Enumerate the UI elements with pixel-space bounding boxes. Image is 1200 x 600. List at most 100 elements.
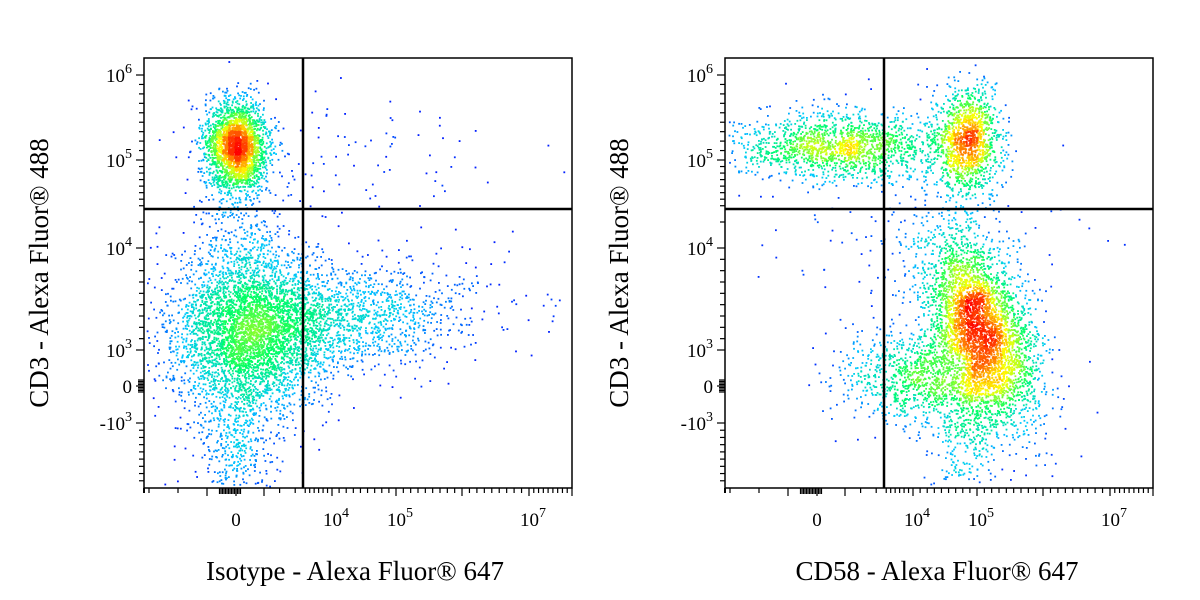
event-dot	[306, 336, 309, 338]
event-dot	[253, 414, 255, 416]
event-dot	[208, 199, 210, 201]
event-dot	[175, 345, 177, 348]
event-dot	[226, 391, 229, 394]
event-dot	[242, 410, 245, 413]
event-dot	[265, 225, 268, 228]
event-dot	[240, 265, 243, 268]
event-dot	[300, 359, 303, 362]
event-dot	[213, 303, 216, 306]
event-dot	[171, 330, 174, 333]
event-dot	[265, 470, 268, 472]
event-dot	[191, 105, 194, 108]
event-dot	[208, 382, 211, 384]
event-dot	[293, 350, 295, 352]
event-dot	[228, 189, 231, 192]
event-dot	[193, 361, 196, 363]
event-dot	[166, 329, 168, 332]
event-dot	[247, 468, 249, 471]
event-dot	[227, 267, 230, 270]
event-dot	[310, 331, 313, 334]
event-dot	[274, 274, 276, 277]
event-dot	[308, 319, 310, 322]
event-dot	[287, 261, 289, 263]
event-dot	[343, 286, 346, 288]
event-dot	[262, 141, 265, 143]
event-dot	[394, 294, 397, 296]
event-dot	[244, 265, 247, 268]
event-dot	[339, 340, 342, 343]
event-dot	[317, 306, 319, 309]
event-dot	[278, 227, 281, 230]
event-dot	[219, 396, 221, 399]
event-dot	[260, 377, 263, 380]
event-dot	[191, 303, 193, 306]
event-dot	[281, 382, 283, 384]
event-dot	[218, 480, 221, 483]
event-dot	[346, 328, 348, 331]
event-dot	[188, 315, 191, 317]
event-dot	[248, 252, 251, 255]
event-dot	[211, 376, 213, 378]
event-dot	[202, 366, 205, 369]
event-dot	[243, 383, 245, 386]
event-dot	[286, 427, 289, 429]
event-dot	[295, 359, 298, 362]
event-dot	[256, 450, 258, 452]
event-dot	[422, 325, 425, 327]
event-dot	[318, 303, 321, 305]
event-dot	[264, 262, 267, 265]
event-dot	[213, 353, 216, 356]
event-dot	[296, 339, 298, 341]
event-dot	[515, 303, 518, 306]
event-dot	[178, 393, 181, 396]
event-dot	[258, 177, 261, 180]
event-dot	[299, 257, 302, 259]
event-dot	[291, 292, 293, 294]
event-dot	[211, 412, 213, 415]
event-dot	[213, 329, 216, 332]
event-dot	[307, 376, 310, 379]
event-dot	[250, 227, 253, 230]
event-dot	[289, 370, 292, 373]
event-dot	[218, 285, 221, 288]
event-dot	[331, 266, 334, 269]
event-dot	[264, 460, 267, 462]
event-dot	[275, 98, 277, 101]
event-dot	[498, 283, 501, 286]
event-dot	[322, 163, 325, 165]
event-dot	[181, 277, 184, 280]
event-dot	[207, 428, 210, 431]
event-dot	[261, 235, 264, 237]
event-dot	[263, 274, 266, 277]
event-dot	[206, 329, 208, 331]
event-dot	[170, 299, 172, 302]
event-dot	[208, 329, 211, 332]
event-dot	[319, 308, 322, 311]
event-dot	[171, 365, 174, 368]
event-dot	[438, 124, 441, 127]
event-dot	[180, 268, 182, 271]
event-dot	[201, 331, 204, 334]
event-dot	[327, 329, 329, 331]
event-dot	[281, 395, 284, 398]
event-dot	[217, 363, 220, 366]
event-dot	[197, 384, 200, 387]
event-dot	[281, 368, 283, 371]
event-dot	[202, 320, 205, 323]
event-dot	[265, 389, 268, 391]
event-dot	[224, 296, 226, 299]
event-dot	[255, 437, 257, 440]
event-dot	[219, 185, 221, 187]
event-dot	[249, 241, 251, 243]
event-dot	[259, 116, 262, 118]
event-dot	[232, 292, 235, 295]
event-dot	[281, 361, 283, 363]
event-dot	[264, 385, 267, 387]
event-dot	[349, 286, 352, 288]
event-dot	[223, 214, 226, 217]
event-dot	[213, 333, 216, 335]
event-dot	[338, 339, 341, 342]
event-dot	[327, 410, 330, 413]
event-dot	[233, 260, 236, 263]
event-dot	[206, 325, 209, 328]
